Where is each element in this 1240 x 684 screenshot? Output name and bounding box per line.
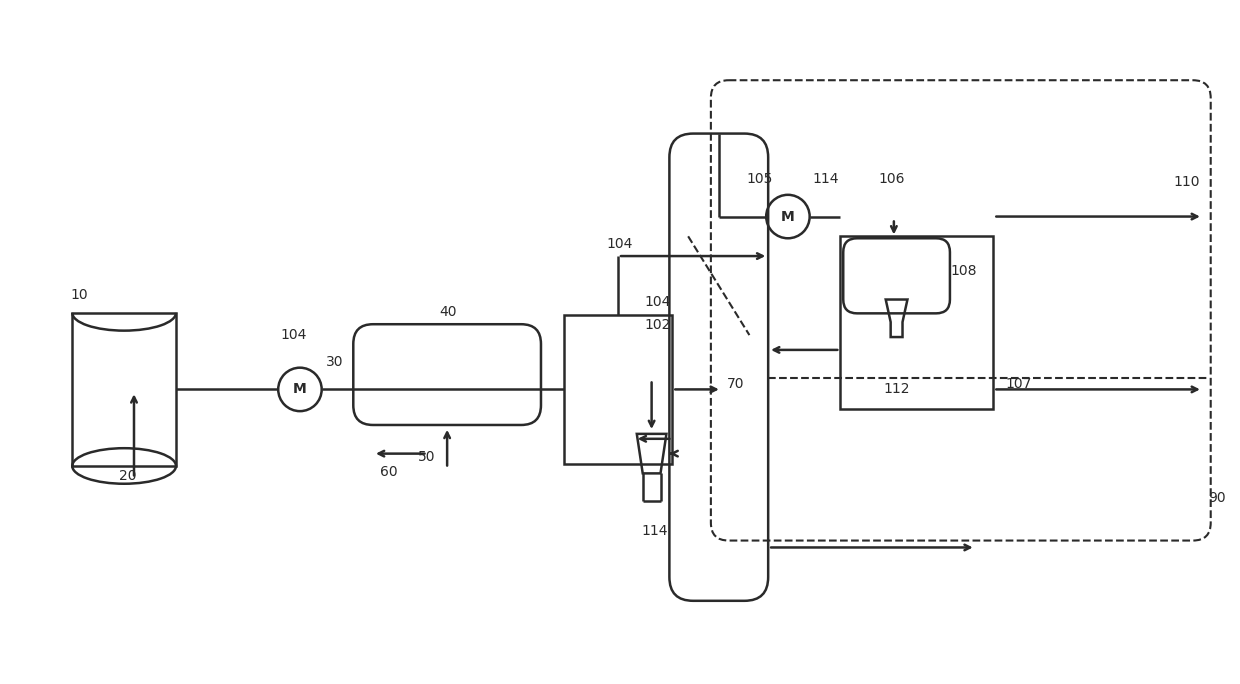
Text: 104: 104 — [645, 295, 671, 309]
Text: 114: 114 — [642, 524, 668, 538]
Text: 60: 60 — [379, 465, 398, 479]
Text: 105: 105 — [746, 172, 773, 186]
Text: 104: 104 — [280, 328, 306, 342]
Text: 50: 50 — [418, 449, 435, 464]
Text: M: M — [781, 209, 795, 224]
Text: 114: 114 — [812, 172, 839, 186]
Text: M: M — [293, 382, 306, 397]
Text: 40: 40 — [439, 305, 456, 319]
Text: 102: 102 — [645, 318, 671, 332]
Text: 10: 10 — [71, 288, 88, 302]
Text: 106: 106 — [879, 172, 905, 186]
Text: 107: 107 — [1006, 378, 1032, 391]
Text: 112: 112 — [883, 382, 910, 397]
Text: 104: 104 — [606, 237, 632, 251]
Text: 20: 20 — [119, 469, 136, 484]
Text: 110: 110 — [1173, 175, 1199, 189]
Text: 108: 108 — [951, 264, 977, 278]
Text: 70: 70 — [727, 378, 744, 391]
Text: 90: 90 — [1208, 491, 1225, 505]
Text: 30: 30 — [326, 355, 343, 369]
